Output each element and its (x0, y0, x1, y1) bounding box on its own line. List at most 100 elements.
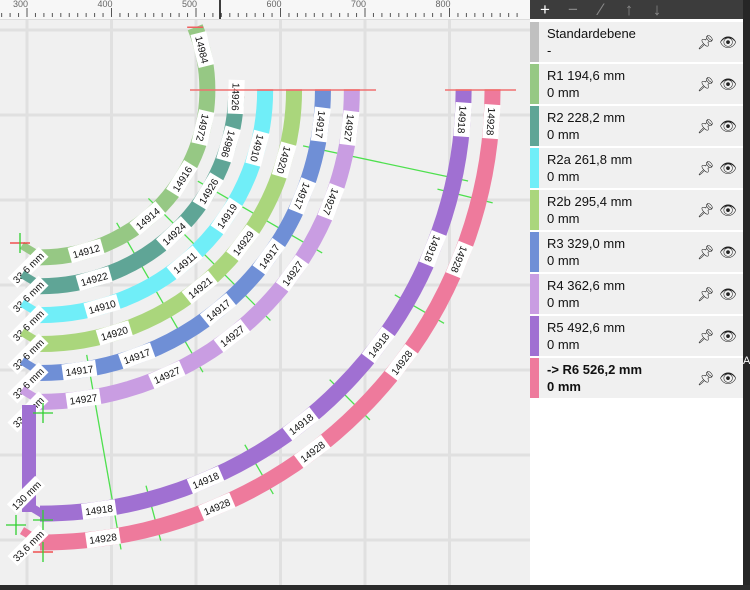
eye-icon[interactable]: 👁︎ (719, 369, 737, 386)
eye-icon[interactable]: 👁︎ (719, 159, 737, 176)
layer-row[interactable]: Standardebene - 📌︎ 👁︎ (530, 22, 743, 62)
layer-offset: 0 mm (547, 169, 580, 184)
track-part-label: 14928 (482, 104, 501, 140)
label-background (192, 172, 224, 210)
layer-name: R5 492,6 mm (547, 320, 626, 335)
pin-icon[interactable]: 📌︎ (697, 243, 715, 260)
layer-name: R4 362,6 mm (547, 278, 626, 293)
tie-line (116, 222, 204, 373)
label-background (6, 475, 46, 515)
label-background (339, 110, 360, 146)
label-background (190, 31, 215, 68)
pin-icon[interactable]: 📌︎ (697, 285, 715, 302)
label-background (166, 245, 203, 280)
layer-row[interactable]: R5 492,6 mm 0 mm 📌︎ 👁︎ (530, 316, 743, 356)
pin-icon[interactable]: 📌︎ (697, 33, 715, 50)
eye-icon[interactable]: 👁︎ (719, 33, 737, 50)
track-part-label: 14918 (186, 465, 225, 494)
eye-icon[interactable]: 👁︎ (719, 201, 737, 218)
label-background (282, 407, 320, 441)
track-part-label: 14920 (95, 320, 133, 346)
tie-line (147, 197, 271, 321)
label-background (445, 240, 474, 279)
layer-name: R1 194,6 mm (547, 68, 626, 83)
tie-line (86, 354, 122, 550)
side-strip: A (743, 0, 750, 585)
pin-icon[interactable]: 📌︎ (697, 75, 715, 92)
layer-color-swatch (530, 106, 539, 146)
track-plan-canvas[interactable]: 14912 14914 14916 14972 14984 33,6 mm 14922 149… (0, 0, 536, 585)
track-part-label: 14928 (85, 527, 121, 549)
label-background (7, 525, 49, 567)
layer-label: R2 228,2 mm 0 mm (539, 109, 695, 143)
arrow-down-icon[interactable]: ↓ (652, 0, 662, 19)
layer-color-swatch (530, 232, 539, 272)
layer-row[interactable]: R2a 261,8 mm 0 mm 📌︎ 👁︎ (530, 148, 743, 188)
eye-icon[interactable]: 👁︎ (719, 285, 737, 302)
pin-icon[interactable]: 📌︎ (697, 327, 715, 344)
label-background (186, 465, 225, 494)
track-part-label: 14927 (339, 110, 360, 146)
layer-offset: 0 mm (547, 85, 580, 100)
label-background (95, 320, 133, 346)
track-part-label: 14927 (317, 183, 345, 221)
layer-name: Standardebene (547, 26, 636, 41)
ruler-label: 300 (13, 0, 28, 9)
layer-offset: 0 mm (547, 127, 580, 142)
ruler-label: 400 (98, 0, 113, 9)
eye-icon[interactable]: 👁︎ (719, 75, 737, 92)
track-part-label: 14926 (227, 79, 245, 115)
part-number: 14928 (89, 532, 119, 547)
label-background (271, 141, 297, 179)
label-background (191, 109, 215, 147)
pin-icon[interactable]: 📌︎ (697, 159, 715, 176)
ruler-label: 700 (351, 0, 366, 9)
layer-panel: + − ⁄ ↑ ↓ Standardebene - 📌︎ 👁︎ R1 194,6 m… (530, 0, 743, 585)
layer-toolbar: + − ⁄ ↑ ↓ (530, 0, 743, 19)
pin-icon[interactable]: 📌︎ (697, 369, 715, 386)
track-part-label: 14972 (191, 109, 215, 147)
label-background (81, 499, 117, 520)
label-background (65, 388, 102, 410)
layer-color-swatch (530, 316, 539, 356)
layer-offset: 0 mm (547, 253, 580, 268)
layer-row[interactable]: R1 194,6 mm 0 mm 📌︎ 👁︎ (530, 64, 743, 104)
layer-row[interactable]: R3 329,0 mm 0 mm 📌︎ 👁︎ (530, 232, 743, 272)
label-background (85, 527, 121, 549)
part-number: 14926 (229, 83, 241, 112)
label-background (199, 292, 237, 327)
layer-row[interactable]: R2b 295,4 mm 0 mm 📌︎ 👁︎ (530, 190, 743, 230)
layer-row[interactable]: R2 228,2 mm 0 mm 📌︎ 👁︎ (530, 106, 743, 146)
label-background (453, 102, 472, 138)
track-part-label: 14918 (419, 229, 447, 268)
label-background (7, 246, 49, 288)
label-background (227, 79, 245, 115)
track-part-label: 14986 (216, 125, 242, 163)
part-number: 14918 (455, 105, 468, 134)
pin-icon[interactable]: 📌︎ (697, 201, 715, 218)
layer-name: R3 329,0 mm (547, 236, 626, 251)
label-background (129, 201, 166, 236)
layer-offset: 0 mm (547, 337, 580, 352)
part-number: 14927 (69, 393, 99, 408)
label-background (293, 434, 331, 469)
track-part-label: 14928 (198, 492, 236, 521)
layer-row[interactable]: R4 362,6 mm 0 mm 📌︎ 👁︎ (530, 274, 743, 314)
label-background (118, 342, 156, 370)
layer-row[interactable]: -> R6 526,2 mm 0 mm 📌︎ 👁︎ (530, 358, 743, 398)
edit-icon[interactable]: ⁄ (599, 0, 603, 19)
plus-icon[interactable]: + (540, 0, 550, 19)
part-number: 14918 (85, 504, 115, 519)
eye-icon[interactable]: 👁︎ (719, 117, 737, 134)
eye-icon[interactable]: 👁︎ (719, 327, 737, 344)
minus-icon[interactable]: − (568, 0, 578, 19)
track-arc-r6 (39, 89, 501, 551)
arrow-up-icon[interactable]: ↑ (624, 0, 634, 19)
label-background (7, 362, 49, 404)
layer-offset: 0 mm (547, 295, 580, 310)
eye-icon[interactable]: 👁︎ (719, 243, 737, 260)
label-background (275, 254, 309, 292)
pin-icon[interactable]: 📌︎ (697, 117, 715, 134)
label-background (7, 333, 49, 375)
